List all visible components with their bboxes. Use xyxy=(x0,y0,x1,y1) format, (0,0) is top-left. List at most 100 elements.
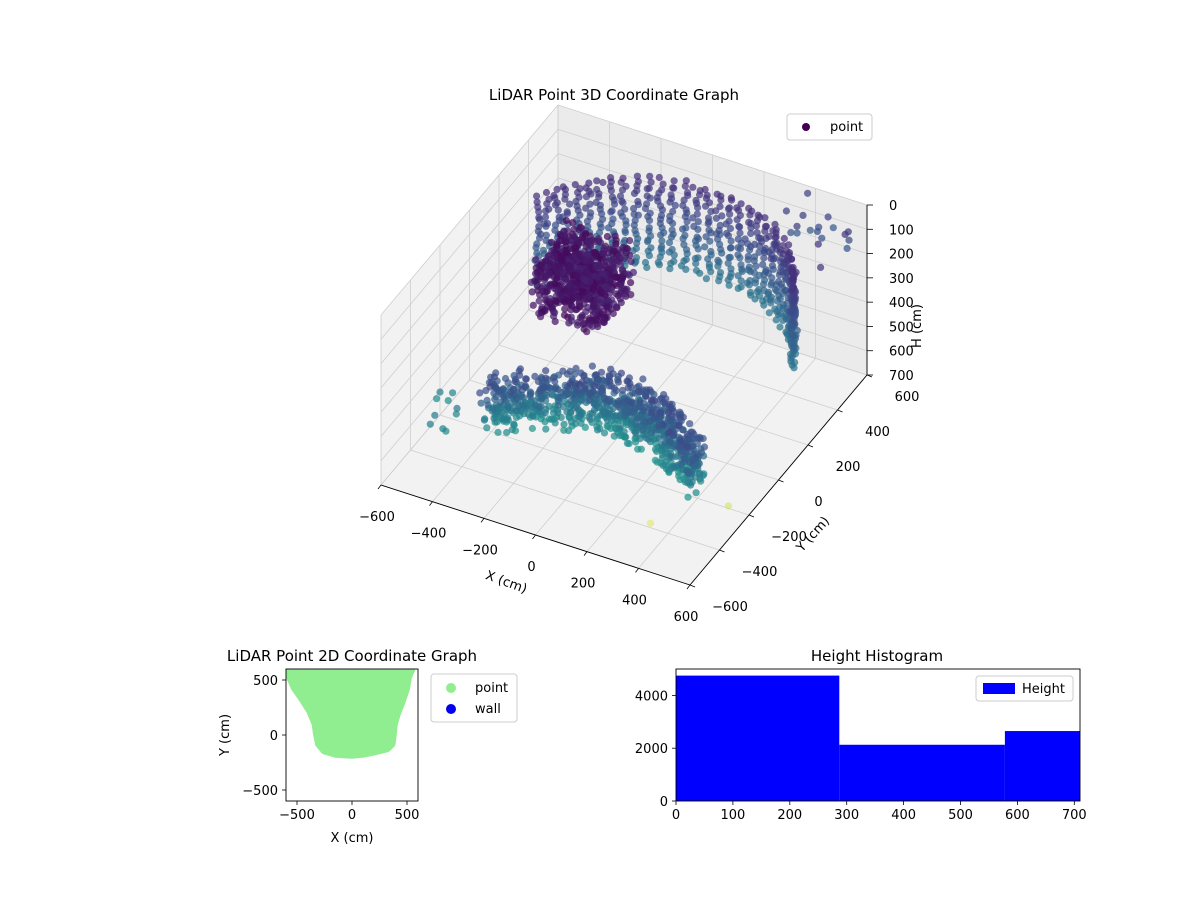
point-3d xyxy=(553,199,561,207)
point-3d xyxy=(632,254,641,262)
grid-y-floor xyxy=(410,449,720,551)
point-3d xyxy=(599,270,607,278)
point-3d xyxy=(576,314,585,322)
point-3d xyxy=(444,397,452,405)
point-3d xyxy=(571,420,580,428)
point-3d xyxy=(536,385,544,394)
x-tick-label-histogram: 700 xyxy=(1062,808,1087,823)
point-3d xyxy=(609,309,617,318)
point-3d xyxy=(744,252,752,260)
point-3d xyxy=(765,309,773,317)
point-3d xyxy=(776,246,785,254)
point-3d xyxy=(727,265,735,273)
y-tick-label-3d: 0 xyxy=(814,495,822,510)
point-3d xyxy=(614,292,622,300)
x-tick-label-histogram: 300 xyxy=(834,808,859,823)
point-3d xyxy=(771,286,780,294)
point-3d xyxy=(490,389,498,397)
legend-2d-marker-point xyxy=(446,683,456,693)
point-3d xyxy=(608,193,617,201)
point-3d xyxy=(577,410,585,418)
point-3d xyxy=(716,221,724,229)
point-3d xyxy=(692,489,700,497)
plot-area-histogram: 0 100 200 300 400 500 600 700 0 2000 4000 xyxy=(635,668,1087,823)
point-3d xyxy=(574,387,582,395)
grid-z-back xyxy=(557,104,868,206)
point-3d xyxy=(573,321,582,329)
point-3d xyxy=(694,254,702,262)
point-3d xyxy=(614,397,623,405)
point-3d xyxy=(452,410,460,418)
point-3d xyxy=(593,415,601,423)
point-3d xyxy=(546,295,554,303)
point-3d xyxy=(577,397,585,405)
point-3d xyxy=(679,413,687,421)
point-3d xyxy=(799,211,807,219)
point-3d xyxy=(776,323,784,331)
point-3d xyxy=(616,261,625,269)
point-3d xyxy=(563,391,571,399)
x-tick-label-2d: 500 xyxy=(395,808,420,823)
z-tick-label-3d: 100 xyxy=(889,223,914,238)
point-3d xyxy=(546,281,554,289)
point-3d xyxy=(568,317,576,325)
x-axis-label-2d: X (cm) xyxy=(331,831,374,846)
point-3d xyxy=(780,234,788,243)
point-3d xyxy=(724,502,733,510)
point-3d xyxy=(439,425,447,433)
point-3d xyxy=(666,437,674,445)
point-3d xyxy=(636,435,644,443)
point-3d xyxy=(522,375,530,383)
y-tick-label-3d: −200 xyxy=(771,530,807,545)
point-3d xyxy=(648,425,656,433)
point-3d xyxy=(597,368,606,376)
point-3d xyxy=(528,424,537,433)
point-3d xyxy=(536,291,544,299)
point-3d xyxy=(584,303,592,311)
point-3d xyxy=(541,409,549,417)
point-3d xyxy=(504,379,512,387)
point-3d xyxy=(692,196,700,205)
point-3d xyxy=(679,201,687,210)
point-3d xyxy=(750,269,758,277)
point-3d xyxy=(646,209,654,217)
point-3d xyxy=(607,174,615,182)
point-3d xyxy=(789,283,797,291)
point-3d xyxy=(600,429,609,437)
legend-2d-label-wall: wall xyxy=(475,702,501,717)
point-3d xyxy=(657,211,666,219)
point-3d xyxy=(491,395,499,403)
legend-2d-marker-wall xyxy=(446,704,456,714)
point-3d xyxy=(603,409,612,417)
grid-z-back xyxy=(557,128,868,230)
x-tick-mark-3d xyxy=(635,568,639,573)
legend-histogram: Height xyxy=(975,675,1074,702)
point-3d xyxy=(659,180,667,188)
point-3d xyxy=(532,401,540,409)
y-tick-label-3d: 600 xyxy=(895,390,920,405)
point-3d xyxy=(787,308,795,316)
point-3d xyxy=(734,272,742,280)
point-3d xyxy=(570,287,578,295)
point-3d xyxy=(722,220,730,228)
point-3d xyxy=(701,243,709,251)
point-3d xyxy=(655,434,663,442)
point-3d xyxy=(569,219,577,227)
point-3d xyxy=(684,442,692,451)
point-3d xyxy=(787,229,795,237)
point-3d xyxy=(694,218,702,226)
point-3d xyxy=(778,254,786,263)
y-tick-mark-3d xyxy=(807,444,814,448)
point-3d xyxy=(575,380,583,388)
x-tick-label-histogram: 500 xyxy=(948,808,973,823)
point-3d xyxy=(616,192,625,200)
point-3d xyxy=(715,277,723,285)
y-tick-label-histogram: 2000 xyxy=(635,742,668,757)
point-3d xyxy=(664,409,673,417)
point-3d xyxy=(561,190,570,199)
point-3d xyxy=(726,210,734,218)
legend-histogram-frame xyxy=(975,675,1074,702)
point-3d xyxy=(583,328,591,336)
z-tick-label-3d: 700 xyxy=(889,369,914,384)
